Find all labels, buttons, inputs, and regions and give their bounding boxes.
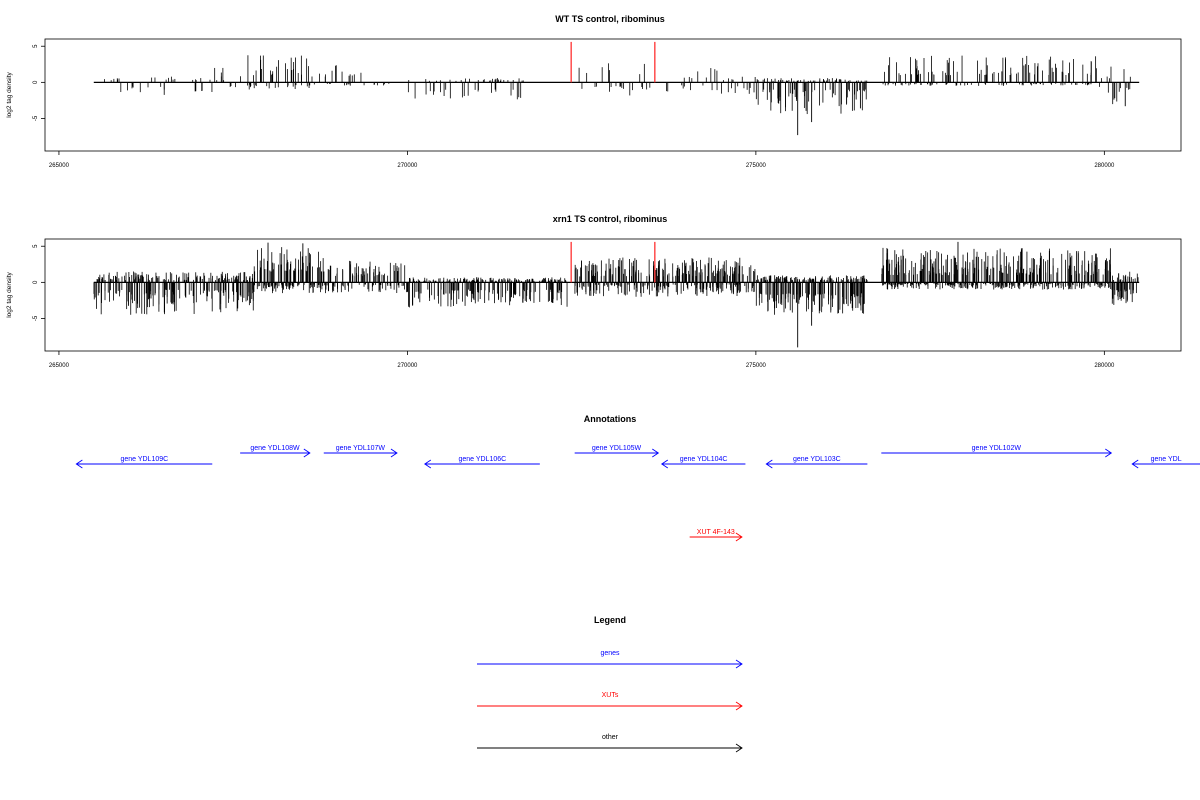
annotation-gene: gene YDL102W [881,445,1113,458]
legend-title: Legend [594,615,626,625]
arrowhead [303,448,311,458]
annotation-label: gene YDL [1151,456,1182,463]
annotation-gene: gene YDL108W [240,445,311,458]
y-axis-label: log2 tag density [6,271,13,317]
annotation-gene: gene YDL105W [574,445,660,458]
legend-label: other [602,734,619,741]
plot-frame [44,238,1182,352]
annotation-label: gene YDL108W [250,445,300,452]
annotation-gene: gene YDL107W [323,445,398,458]
wt-density-panel: WT TS control, ribominus log2 tag densit… [6,14,1182,169]
y-tick-label: 0 [33,80,39,84]
legend-label: XUTs [602,692,619,699]
annotation-label: gene YDL105W [592,445,642,452]
axes-layer: 5 0 -5 265000 270000 275000 280000 [33,44,1115,169]
y-tick-label: 0 [33,280,39,284]
y-tick-label: 5 [33,44,39,48]
y-tick-label: 5 [33,244,39,248]
y-tick-label: -5 [33,115,39,121]
legend-label: genes [600,650,620,657]
arrowhead [735,659,743,669]
x-tick-label: 275000 [746,363,767,369]
legend-item: genes [477,650,743,669]
arrowhead [1105,448,1113,458]
axes-layer: 5 0 -5 265000 270000 275000 280000 [33,244,1115,369]
x-tick-label: 280000 [1094,363,1115,369]
annotation-gene: gene YDL109C [75,456,213,469]
arrowhead [765,459,773,469]
legend: Legend genes XUTs other [477,615,743,753]
arrowhead [735,743,743,753]
legend-item: XUTs [477,692,743,711]
legend-item: other [477,734,743,753]
x-tick-label: 265000 [49,363,70,369]
x-tick-label: 270000 [397,163,418,169]
annotation-gene: gene YDL103C [765,456,868,469]
arrowhead [652,448,660,458]
arrowhead [390,448,398,458]
arrowhead [660,459,669,469]
arrowhead [1131,459,1139,469]
annotation-label: gene YDL107W [336,445,386,452]
y-axis-label: log2 tag density [6,71,13,117]
annotation-label: gene YDL104C [680,456,728,463]
x-tick-label: 270000 [397,363,418,369]
annotation-gene: gene YDL104C [660,456,746,469]
annotation-label: gene YDL109C [120,456,168,463]
annotation-items: gene YDL109C gene YDL108W gene YDL107W gene… [75,445,1200,542]
arrowhead [735,532,743,542]
annotation-xut: XUT 4F-143 [689,529,743,542]
x-tick-label: 280000 [1094,163,1115,169]
legend-items: genes XUTs other [477,650,743,753]
plot-frame [44,38,1182,152]
arrowhead [735,701,743,711]
annotation-label: gene YDL102W [972,445,1022,452]
panel-title: WT TS control, ribominus [555,14,665,24]
annotation-label: gene YDL103C [793,456,841,463]
annotation-label: gene YDL106C [458,456,506,463]
x-tick-label: 265000 [49,163,70,169]
annotation-gene: gene YDL106C [424,456,540,469]
bar-layer [93,41,1140,136]
arrowhead [424,459,432,469]
panel-title: xrn1 TS control, ribominus [553,214,668,224]
x-tick-label: 275000 [746,163,767,169]
bar-layer [93,241,1140,348]
y-tick-label: -5 [33,315,39,321]
xrn1-density-panel: xrn1 TS control, ribominus log2 tag dens… [6,214,1182,369]
annotation-gene: gene YDL [1131,456,1200,469]
annotations-title: Annotations [584,414,637,424]
arrowhead [75,459,83,469]
annotation-label: XUT 4F-143 [697,529,735,536]
